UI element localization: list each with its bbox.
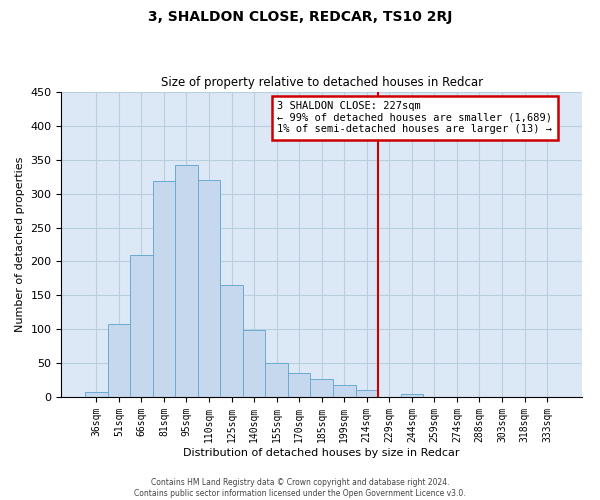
Bar [107, 324, 130, 397]
X-axis label: Distribution of detached houses by size in Redcar: Distribution of detached houses by size … [184, 448, 460, 458]
Title: Size of property relative to detached houses in Redcar: Size of property relative to detached ho… [161, 76, 483, 90]
Bar [220, 285, 243, 397]
Bar [198, 180, 220, 397]
Text: 3 SHALDON CLOSE: 227sqm
← 99% of detached houses are smaller (1,689)
1% of semi-: 3 SHALDON CLOSE: 227sqm ← 99% of detache… [277, 101, 553, 134]
Bar [356, 390, 378, 397]
Bar [130, 254, 152, 397]
Text: Contains HM Land Registry data © Crown copyright and database right 2024.
Contai: Contains HM Land Registry data © Crown c… [134, 478, 466, 498]
Bar [85, 392, 107, 397]
Y-axis label: Number of detached properties: Number of detached properties [15, 157, 25, 332]
Bar [265, 363, 288, 397]
Bar [401, 394, 423, 397]
Bar [243, 330, 265, 397]
Bar [152, 182, 175, 397]
Text: 3, SHALDON CLOSE, REDCAR, TS10 2RJ: 3, SHALDON CLOSE, REDCAR, TS10 2RJ [148, 10, 452, 24]
Bar [310, 378, 333, 397]
Bar [288, 374, 310, 397]
Bar [175, 165, 198, 397]
Bar [333, 386, 356, 397]
